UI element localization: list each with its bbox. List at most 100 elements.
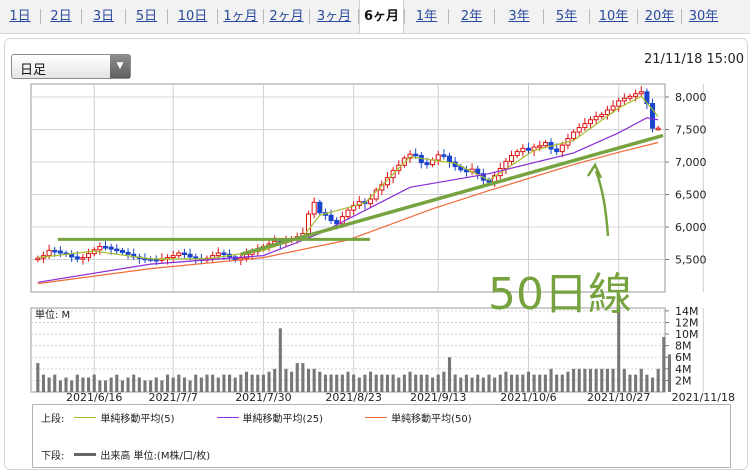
volume-bar: [431, 377, 435, 392]
candle-body: [520, 147, 526, 153]
volume-bar: [442, 371, 446, 392]
tab-10[interactable]: 1年: [415, 9, 438, 24]
candle-body: [176, 252, 182, 257]
volume-bar: [634, 374, 638, 392]
tab-16[interactable]: 30年: [688, 9, 719, 24]
tab-8[interactable]: 3ヶ月: [316, 9, 352, 24]
candle-body: [328, 214, 334, 222]
price-plot-area: [30, 83, 666, 293]
tab-9[interactable]: 6ヶ月: [359, 0, 404, 33]
volume-bar: [380, 374, 384, 392]
candle-body: [621, 97, 627, 102]
legend-volume-label: 出来高 単位:(M株/口/枚): [100, 451, 211, 462]
volume-bar: [481, 377, 485, 392]
volume-bar: [160, 380, 164, 392]
volume-bar: [92, 374, 96, 392]
candle-body: [35, 257, 41, 261]
volume-bar: [340, 374, 344, 392]
timestamp: 21/11/18 15:00: [644, 52, 744, 67]
candle-body: [334, 220, 340, 225]
tab-6[interactable]: 1ヶ月: [223, 9, 258, 24]
volume-bar: [323, 374, 327, 392]
volume-bar: [103, 380, 108, 392]
volume-bar: [611, 368, 615, 392]
volume-bar: [419, 374, 423, 392]
x-tick-label: 2021/7/30: [235, 391, 291, 404]
volume-bar: [171, 377, 175, 392]
volume-bar: [352, 374, 356, 392]
volume-bar: [459, 377, 463, 392]
volume-bar: [555, 374, 559, 392]
candle-body: [373, 189, 379, 200]
tab-12[interactable]: 3年: [508, 9, 530, 24]
volume-bar: [605, 368, 609, 392]
volume-tick-label: 8M: [675, 340, 692, 353]
volume-bar: [244, 371, 249, 392]
period-select[interactable]: 日足 ▼: [11, 54, 131, 79]
candle-body: [339, 216, 345, 225]
tab-15[interactable]: 20年: [644, 9, 675, 24]
volume-bar: [70, 380, 74, 392]
tab-3[interactable]: 3日: [92, 9, 115, 24]
volume-bar: [425, 374, 429, 392]
tab-11[interactable]: 2年: [460, 9, 483, 24]
tab-separator: [167, 9, 168, 24]
volume-bar: [306, 368, 311, 392]
volume-bar: [509, 374, 514, 392]
volume-bar: [120, 380, 124, 392]
candle-body: [187, 253, 193, 258]
tab-separator: [263, 9, 264, 24]
tab-separator: [358, 9, 359, 24]
x-tick-label: 2021/10/27: [587, 391, 650, 404]
volume-bar: [521, 374, 525, 392]
volume-bar: [98, 380, 102, 392]
volume-bar: [583, 368, 587, 392]
volume-bar: [667, 354, 672, 392]
volume-bar: [239, 374, 243, 392]
volume-tick-label: 4M: [675, 363, 692, 376]
candle-body: [559, 144, 565, 153]
tab-7[interactable]: 2ヶ月: [269, 9, 304, 24]
tab-4[interactable]: 5日: [135, 9, 158, 24]
volume-tick-label: 10M: [675, 328, 699, 341]
legend-item-volume: 出来高 単位:(M株/口/枚): [68, 447, 210, 462]
tab-13[interactable]: 5年: [555, 9, 578, 24]
candle-body: [587, 119, 594, 125]
volume-bar: [594, 368, 598, 392]
legend-ma25-label: 単純移動平均(25): [242, 414, 324, 425]
x-tick-label: 2021/9/13: [410, 391, 466, 404]
tab-5[interactable]: 10日: [177, 9, 208, 24]
volume-bar: [211, 374, 215, 392]
volume-tick-label: 6M: [675, 351, 692, 364]
candle-body: [593, 116, 599, 121]
volume-bar: [205, 374, 209, 392]
volume-unit-label: 単位: M: [35, 308, 70, 321]
candle-body: [170, 255, 176, 259]
volume-bar: [622, 368, 626, 392]
candle-body: [514, 151, 520, 157]
candle-body: [582, 123, 588, 129]
volume-bar: [267, 371, 271, 392]
volume-bar: [182, 377, 187, 392]
volume-bar: [656, 368, 660, 392]
candle-body: [407, 153, 413, 159]
volume-bar: [53, 374, 57, 392]
volume-bar: [301, 363, 305, 392]
volume-bar: [273, 368, 277, 392]
volume-bar: [504, 371, 508, 392]
ma25-swatch: [216, 417, 239, 418]
candle-body: [616, 100, 622, 107]
volume-bar: [256, 374, 260, 392]
tab-14[interactable]: 10年: [598, 9, 629, 24]
tab-1[interactable]: 1日: [9, 9, 31, 24]
volume-bar: [436, 374, 440, 392]
tab-separator: [494, 9, 495, 24]
candle-body: [627, 95, 633, 99]
volume-bar: [357, 377, 361, 392]
candle-body: [46, 249, 52, 257]
volume-tick-label: 2M: [675, 374, 692, 387]
candle-body: [69, 253, 75, 258]
tab-2[interactable]: 2日: [50, 9, 72, 24]
volume-bar: [464, 374, 468, 392]
price-tick-label: 5,500: [675, 254, 707, 267]
